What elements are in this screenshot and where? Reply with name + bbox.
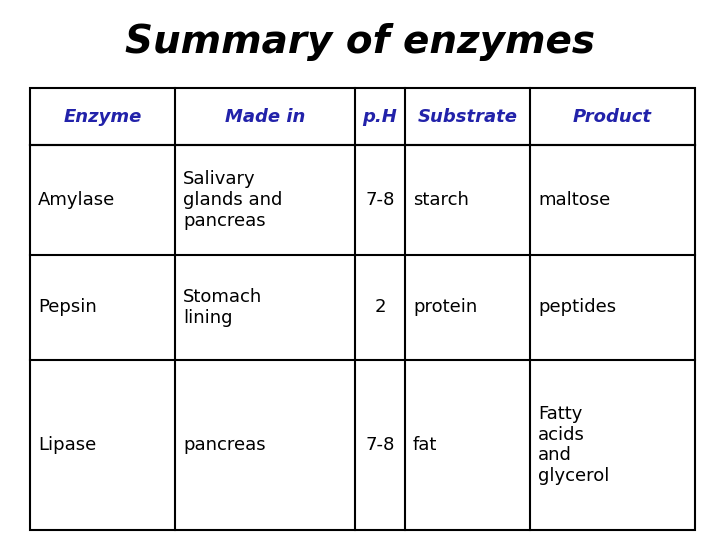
Text: Stomach
lining: Stomach lining	[183, 288, 262, 327]
Text: peptides: peptides	[538, 299, 616, 316]
Text: Made in: Made in	[225, 107, 305, 125]
Text: p.H: p.H	[363, 107, 397, 125]
Text: Fatty
acids
and
glycerol: Fatty acids and glycerol	[538, 405, 609, 485]
Bar	[30, 88, 695, 530]
Text: starch: starch	[413, 191, 469, 209]
Text: Product: Product	[573, 107, 652, 125]
Text: Salivary
glands and
pancreas: Salivary glands and pancreas	[183, 170, 282, 230]
Text: fat: fat	[413, 436, 437, 454]
Text: 7-8: 7-8	[365, 191, 395, 209]
Text: maltose: maltose	[538, 191, 611, 209]
Text: pancreas: pancreas	[183, 436, 266, 454]
Text: Amylase: Amylase	[38, 191, 115, 209]
Text: protein: protein	[413, 299, 477, 316]
Text: 7-8: 7-8	[365, 436, 395, 454]
Text: 2: 2	[374, 299, 386, 316]
Text: Substrate: Substrate	[418, 107, 518, 125]
Text: Enzyme: Enzyme	[63, 107, 142, 125]
Text: Summary of enzymes: Summary of enzymes	[125, 23, 595, 61]
Text: Lipase: Lipase	[38, 436, 96, 454]
Text: Pepsin: Pepsin	[38, 299, 96, 316]
